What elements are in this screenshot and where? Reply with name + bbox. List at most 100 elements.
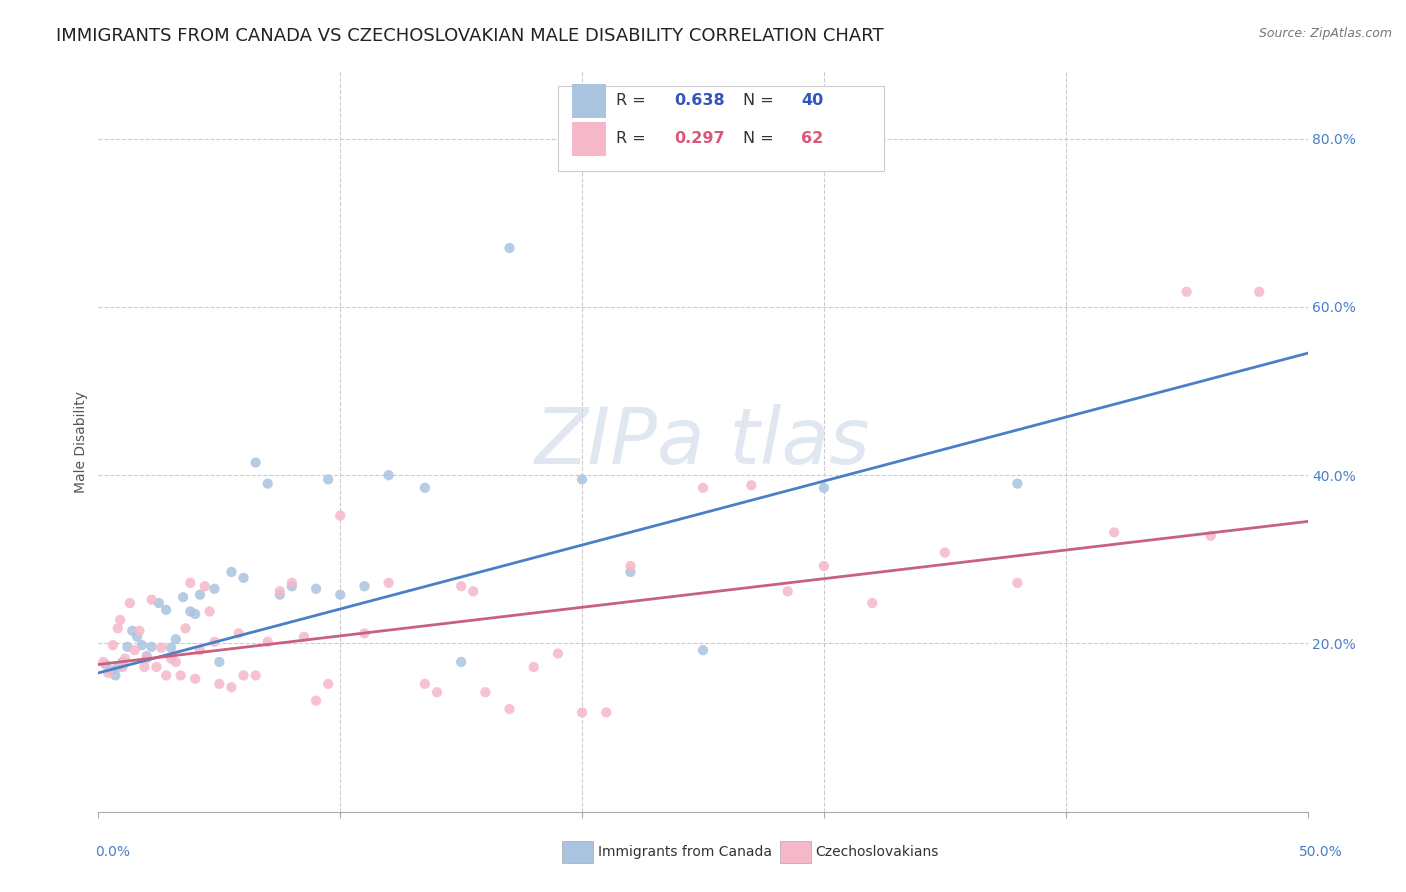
Point	[198, 605, 221, 619]
Point	[619, 565, 641, 579]
Point	[245, 668, 267, 682]
Point	[145, 660, 167, 674]
Point	[128, 624, 150, 638]
Text: N =: N =	[742, 131, 779, 146]
Text: 0.0%: 0.0%	[96, 845, 131, 859]
Point	[245, 456, 267, 470]
Point	[107, 621, 129, 635]
Point	[150, 640, 173, 655]
Text: Immigrants from Canada: Immigrants from Canada	[598, 845, 772, 859]
Point	[184, 607, 207, 621]
Point	[595, 706, 617, 720]
Text: Czechoslovakians: Czechoslovakians	[815, 845, 939, 859]
Point	[131, 638, 153, 652]
Point	[281, 579, 304, 593]
Point	[281, 575, 304, 590]
Point	[135, 649, 157, 664]
Point	[1249, 285, 1271, 299]
Point	[124, 643, 146, 657]
Point	[269, 584, 291, 599]
Point	[450, 579, 472, 593]
Y-axis label: Male Disability: Male Disability	[75, 391, 89, 492]
Point	[204, 582, 226, 596]
Point	[179, 575, 201, 590]
Point	[498, 241, 520, 255]
Point	[692, 481, 714, 495]
Point	[1007, 476, 1029, 491]
Text: Source: ZipAtlas.com: Source: ZipAtlas.com	[1258, 27, 1392, 40]
Point	[94, 657, 117, 672]
Point	[377, 575, 399, 590]
Point	[104, 668, 127, 682]
Text: 0.297: 0.297	[673, 131, 724, 146]
Text: 0.638: 0.638	[673, 93, 724, 108]
Point	[111, 655, 134, 669]
Point	[127, 630, 149, 644]
Point	[305, 582, 328, 596]
Point	[208, 677, 231, 691]
Point	[134, 660, 156, 674]
Point	[155, 668, 177, 682]
Text: 40: 40	[801, 93, 823, 108]
Point	[413, 481, 436, 495]
Point	[571, 706, 593, 720]
Text: IMMIGRANTS FROM CANADA VS CZECHOSLOVAKIAN MALE DISABILITY CORRELATION CHART: IMMIGRANTS FROM CANADA VS CZECHOSLOVAKIA…	[56, 27, 884, 45]
Point	[117, 640, 139, 654]
Point	[619, 559, 641, 574]
Point	[172, 590, 194, 604]
Point	[463, 584, 485, 599]
Point	[228, 626, 250, 640]
Point	[256, 634, 278, 648]
Point	[377, 468, 399, 483]
Point	[316, 472, 339, 486]
Text: R =: R =	[616, 93, 651, 108]
Point	[184, 672, 207, 686]
Point	[100, 664, 122, 678]
Point	[740, 478, 762, 492]
Point	[1175, 285, 1198, 299]
Text: 50.0%: 50.0%	[1299, 845, 1343, 859]
FancyBboxPatch shape	[572, 122, 606, 156]
Point	[450, 655, 472, 669]
Point	[498, 702, 520, 716]
Point	[121, 624, 143, 638]
Point	[179, 605, 201, 619]
Point	[232, 668, 254, 682]
Point	[111, 660, 134, 674]
Point	[188, 588, 211, 602]
Point	[160, 640, 183, 655]
Point	[292, 630, 315, 644]
Point	[135, 651, 157, 665]
Point	[208, 655, 231, 669]
Point	[148, 596, 170, 610]
Point	[813, 481, 835, 495]
Point	[204, 634, 226, 648]
Point	[329, 588, 352, 602]
Point	[1007, 575, 1029, 590]
Point	[353, 626, 375, 640]
Point	[413, 677, 436, 691]
Point	[474, 685, 496, 699]
Point	[194, 579, 217, 593]
Point	[316, 677, 339, 691]
Point	[160, 651, 183, 665]
Point	[305, 694, 328, 708]
Point	[547, 647, 569, 661]
Point	[141, 640, 163, 654]
Point	[934, 545, 956, 560]
Point	[118, 596, 141, 610]
Point	[114, 651, 136, 665]
Point	[174, 621, 197, 635]
Point	[221, 565, 243, 579]
Point	[169, 668, 191, 682]
Point	[155, 603, 177, 617]
Point	[107, 660, 129, 674]
Point	[97, 665, 120, 680]
Point	[91, 655, 114, 669]
Point	[523, 660, 546, 674]
Text: ZIPa tlas: ZIPa tlas	[536, 403, 870, 480]
FancyBboxPatch shape	[572, 84, 606, 118]
Point	[108, 613, 131, 627]
Point	[269, 588, 291, 602]
Point	[426, 685, 449, 699]
